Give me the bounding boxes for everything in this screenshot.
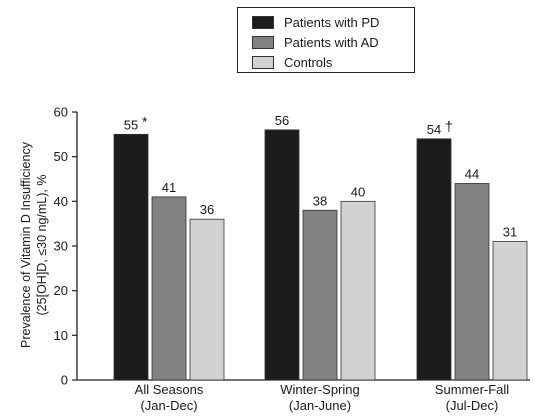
y-tick-label: 50	[54, 149, 68, 164]
x-tick-label: All Seasons	[135, 382, 204, 397]
y-tick-label: 60	[54, 105, 68, 120]
data-label: 41	[162, 180, 176, 195]
data-label: 54	[427, 122, 441, 137]
data-label: 38	[313, 193, 327, 208]
bar	[264, 129, 300, 381]
legend-label-ad: Patients with AD	[284, 34, 379, 50]
bar	[189, 218, 225, 381]
legend-label-pd: Patients with PD	[284, 14, 380, 30]
data-label: 44	[465, 166, 479, 181]
chart-legend: Patients with PD Patients with AD Contro…	[237, 7, 415, 73]
legend-label-controls: Controls	[284, 54, 333, 70]
y-tick-label: 20	[54, 283, 68, 298]
significance-mark: *	[142, 113, 148, 129]
bar	[416, 138, 452, 381]
legend-item-ad: Patients with AD	[252, 32, 414, 52]
y-tick-label: 10	[54, 328, 68, 343]
x-tick-label: (Jul-Dec)	[446, 398, 499, 413]
x-tick-label: Winter-Spring	[280, 382, 359, 397]
data-label: 55	[124, 117, 138, 132]
x-tick-label: (Jan-June)	[289, 398, 351, 413]
bar	[492, 241, 528, 381]
significance-mark: †	[445, 118, 453, 134]
data-label: 40	[351, 184, 365, 199]
data-label: 56	[275, 113, 289, 128]
bar	[113, 133, 149, 381]
legend-swatch-controls	[252, 55, 274, 69]
data-label: 36	[200, 202, 214, 217]
legend-item-controls: Controls	[252, 52, 414, 72]
data-label: 31	[503, 225, 517, 240]
y-tick-label: 30	[54, 239, 68, 254]
y-tick-label: 0	[61, 373, 68, 388]
bar	[151, 196, 187, 381]
y-tick-label: 40	[54, 194, 68, 209]
legend-item-pd: Patients with PD	[252, 12, 414, 32]
x-tick-label: (Jan-Dec)	[140, 398, 197, 413]
legend-swatch-pd	[252, 15, 274, 29]
legend-swatch-ad	[252, 35, 274, 49]
bar	[302, 209, 338, 381]
x-tick-label: Summer-Fall	[435, 382, 510, 397]
bar	[340, 200, 376, 381]
bar	[454, 183, 490, 381]
